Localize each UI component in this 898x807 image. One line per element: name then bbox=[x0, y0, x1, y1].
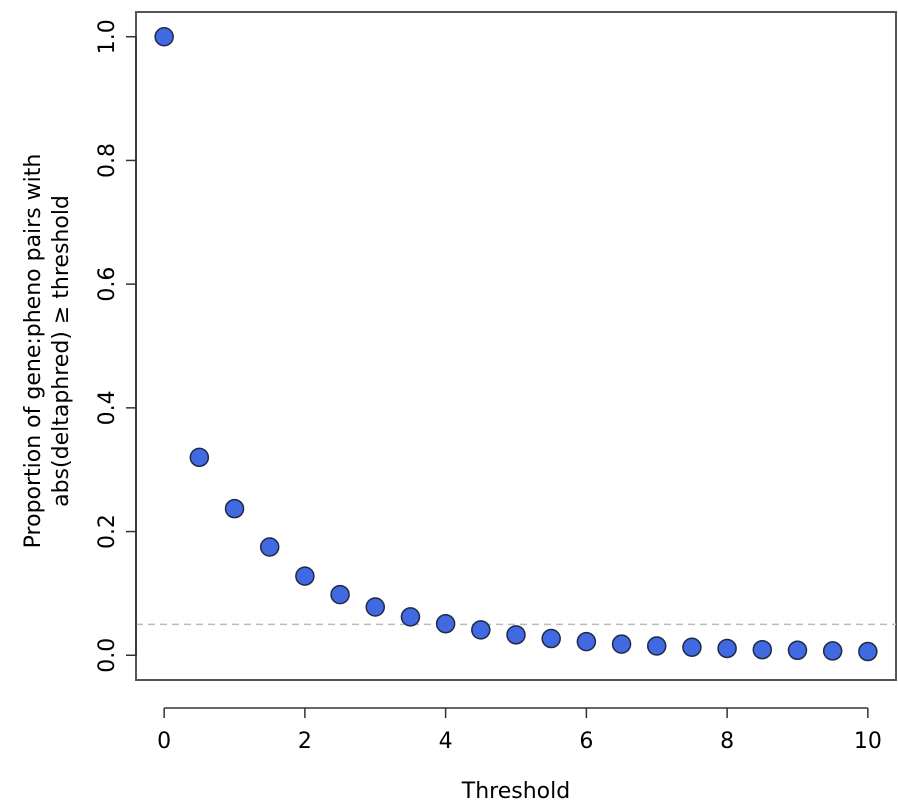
data-point bbox=[822, 641, 843, 661]
x-tick-label: 10 bbox=[854, 729, 882, 754]
data-points bbox=[154, 26, 878, 662]
data-point bbox=[576, 631, 597, 652]
y-axis: 0.0 0.2 0.4 0.6 0.8 1.0 bbox=[95, 19, 137, 673]
data-point bbox=[154, 26, 174, 47]
data-point bbox=[330, 584, 350, 605]
data-point bbox=[752, 639, 773, 660]
plot-area-frame bbox=[135, 11, 897, 681]
x-tick-label: 8 bbox=[720, 729, 734, 754]
data-point bbox=[682, 637, 702, 657]
y-tick-label: 0.6 bbox=[95, 267, 120, 302]
y-tick-label: 1.0 bbox=[95, 19, 120, 54]
y-tick-label: 0.0 bbox=[95, 638, 120, 673]
y-axis-title: Proportion of gene:pheno pairs with abs(… bbox=[21, 154, 74, 549]
data-point bbox=[787, 640, 808, 661]
data-point bbox=[646, 636, 667, 656]
data-point bbox=[506, 625, 526, 645]
data-point bbox=[858, 641, 878, 662]
data-point bbox=[189, 447, 210, 468]
data-point bbox=[365, 597, 386, 617]
y-axis-title-line-1: Proportion of gene:pheno pairs with bbox=[21, 154, 46, 549]
data-point bbox=[295, 566, 315, 586]
data-point bbox=[224, 498, 245, 519]
data-point bbox=[717, 638, 737, 659]
x-tick-label: 4 bbox=[439, 729, 453, 754]
x-axis: 0 2 4 6 8 10 bbox=[157, 707, 882, 754]
y-tick-label: 0.8 bbox=[95, 143, 120, 178]
data-point bbox=[435, 613, 456, 634]
x-tick-label: 2 bbox=[298, 729, 312, 754]
x-axis-title: Threshold bbox=[461, 779, 570, 804]
data-point bbox=[611, 634, 632, 654]
x-tick-label: 6 bbox=[579, 729, 593, 754]
data-point bbox=[259, 537, 280, 557]
data-point bbox=[541, 628, 561, 649]
y-axis-title-line-2: abs(deltaphred) ≥ threshold bbox=[49, 195, 74, 507]
data-point bbox=[471, 620, 491, 640]
y-tick-label: 0.2 bbox=[95, 514, 120, 549]
y-tick-label: 0.4 bbox=[95, 390, 120, 425]
x-tick-label: 0 bbox=[157, 729, 171, 754]
data-point bbox=[400, 607, 421, 627]
